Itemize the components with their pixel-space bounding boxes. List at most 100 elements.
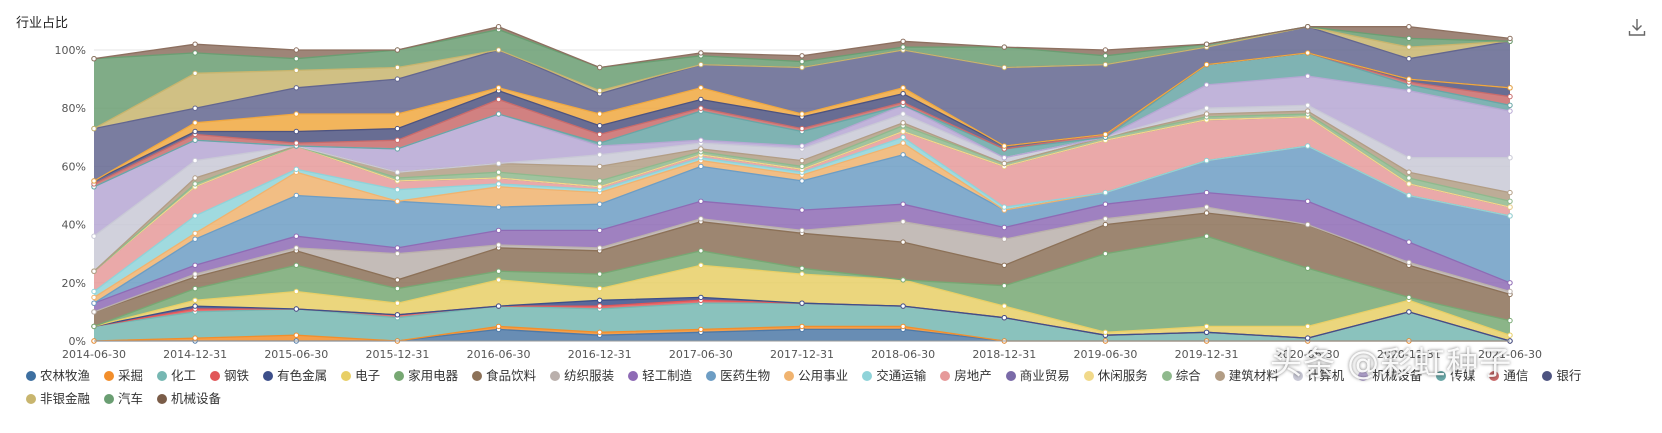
legend-item[interactable]: 房地产 — [940, 364, 992, 387]
data-point — [799, 64, 805, 71]
data-point — [1406, 76, 1412, 82]
legend-item[interactable]: 公用事业 — [784, 364, 848, 387]
legend-swatch — [263, 371, 274, 381]
data-point — [1001, 204, 1007, 210]
data-point — [900, 134, 906, 141]
legend-item[interactable]: 食品饮料 — [472, 364, 536, 387]
data-point — [900, 152, 906, 158]
legend-label: 采掘 — [118, 368, 144, 383]
legend-item[interactable]: 汽车 — [104, 387, 143, 410]
data-point — [1507, 332, 1513, 338]
data-point — [192, 236, 198, 242]
legend-item[interactable]: 轻工制造 — [628, 364, 692, 387]
legend-item[interactable]: 电子 — [341, 364, 380, 387]
data-point — [1406, 309, 1412, 315]
y-tick-label: 60% — [62, 160, 86, 173]
legend-item[interactable]: 化工 — [157, 364, 196, 387]
legend-item[interactable]: 钢铁 — [210, 364, 249, 387]
area-series-24 — [94, 26, 1510, 181]
data-point — [1406, 175, 1412, 181]
data-point — [1001, 236, 1007, 242]
legend-item[interactable]: 医药生物 — [706, 364, 770, 387]
download-icon[interactable] — [1626, 16, 1648, 38]
legend-item[interactable]: 家用电器 — [394, 364, 458, 387]
legend-label: 商业贸易 — [1019, 368, 1070, 383]
y-tick-label: 100% — [55, 44, 86, 57]
data-point — [597, 303, 603, 309]
data-point — [799, 207, 805, 213]
x-tick-label: 2019-12-31 — [1175, 348, 1239, 361]
legend-item[interactable]: 有色金属 — [263, 364, 327, 387]
legend-item[interactable]: 农林牧渔 — [26, 364, 90, 387]
data-point — [1406, 88, 1412, 94]
data-point — [495, 181, 502, 187]
data-point — [495, 47, 502, 53]
data-point — [495, 169, 502, 175]
data-point — [192, 297, 198, 303]
data-point — [900, 44, 906, 50]
data-point — [293, 233, 299, 239]
x-tick-label: 2015-06-30 — [264, 348, 328, 361]
legend-item[interactable]: 机械设备 — [157, 387, 221, 410]
data-point — [799, 157, 805, 164]
data-point — [1001, 160, 1007, 167]
data-point — [495, 227, 502, 234]
data-point — [394, 137, 401, 143]
data-point — [799, 53, 805, 59]
data-point — [799, 323, 805, 330]
legend-item[interactable]: 休闲服务 — [1083, 364, 1148, 387]
legend-item[interactable]: 纺织服装 — [550, 364, 614, 387]
data-point — [698, 85, 704, 91]
data-point — [597, 88, 603, 94]
legend-item[interactable]: 建筑材料 — [1214, 364, 1279, 387]
legend-item[interactable]: 计算机 — [1292, 364, 1344, 387]
data-point — [1001, 303, 1007, 309]
legend-swatch — [1161, 371, 1172, 381]
data-point — [1305, 335, 1311, 341]
data-point — [394, 300, 401, 306]
data-point — [293, 128, 299, 135]
data-point — [192, 128, 198, 135]
legend-swatch — [157, 394, 168, 404]
legend-item[interactable]: 传媒 — [1436, 364, 1475, 387]
data-point — [1203, 323, 1210, 330]
data-point — [495, 85, 502, 91]
data-point — [293, 67, 299, 74]
data-point — [597, 163, 603, 170]
data-point — [1203, 329, 1210, 335]
data-point — [293, 332, 299, 338]
data-point — [1406, 24, 1412, 30]
legend-swatch — [550, 371, 561, 381]
data-point — [597, 131, 603, 138]
data-point — [597, 64, 603, 71]
chart-title: 行业占比 — [16, 16, 69, 31]
legend-item[interactable]: 综合 — [1161, 364, 1201, 387]
legend-swatch — [104, 371, 115, 381]
data-point — [1102, 189, 1109, 196]
y-tick-label: 40% — [62, 219, 86, 232]
legend-item[interactable]: 商业贸易 — [1005, 364, 1070, 387]
legend-swatch — [341, 371, 352, 381]
legend-item[interactable]: 机械设备 — [1358, 364, 1422, 387]
data-point — [394, 285, 401, 292]
legend-item[interactable]: 通信 — [1489, 364, 1528, 387]
legend-item[interactable]: 采掘 — [104, 364, 143, 387]
data-point — [1507, 93, 1513, 100]
data-point — [394, 187, 401, 193]
data-point — [1406, 192, 1412, 199]
legend-label: 通信 — [1503, 368, 1529, 383]
data-point — [900, 277, 906, 283]
legend-swatch — [104, 394, 115, 404]
legend-swatch — [472, 371, 483, 381]
legend-item[interactable]: 非银金融 — [26, 387, 90, 410]
legend-swatch — [1436, 371, 1447, 381]
data-point — [192, 120, 198, 126]
data-point — [293, 306, 299, 312]
legend-item[interactable]: 银行 — [1542, 364, 1581, 387]
data-point — [1203, 210, 1210, 216]
legend-item[interactable]: 交通运输 — [862, 364, 926, 387]
legend-swatch — [157, 371, 168, 381]
data-point — [900, 38, 906, 44]
data-point — [597, 111, 603, 117]
data-point — [1102, 47, 1109, 53]
